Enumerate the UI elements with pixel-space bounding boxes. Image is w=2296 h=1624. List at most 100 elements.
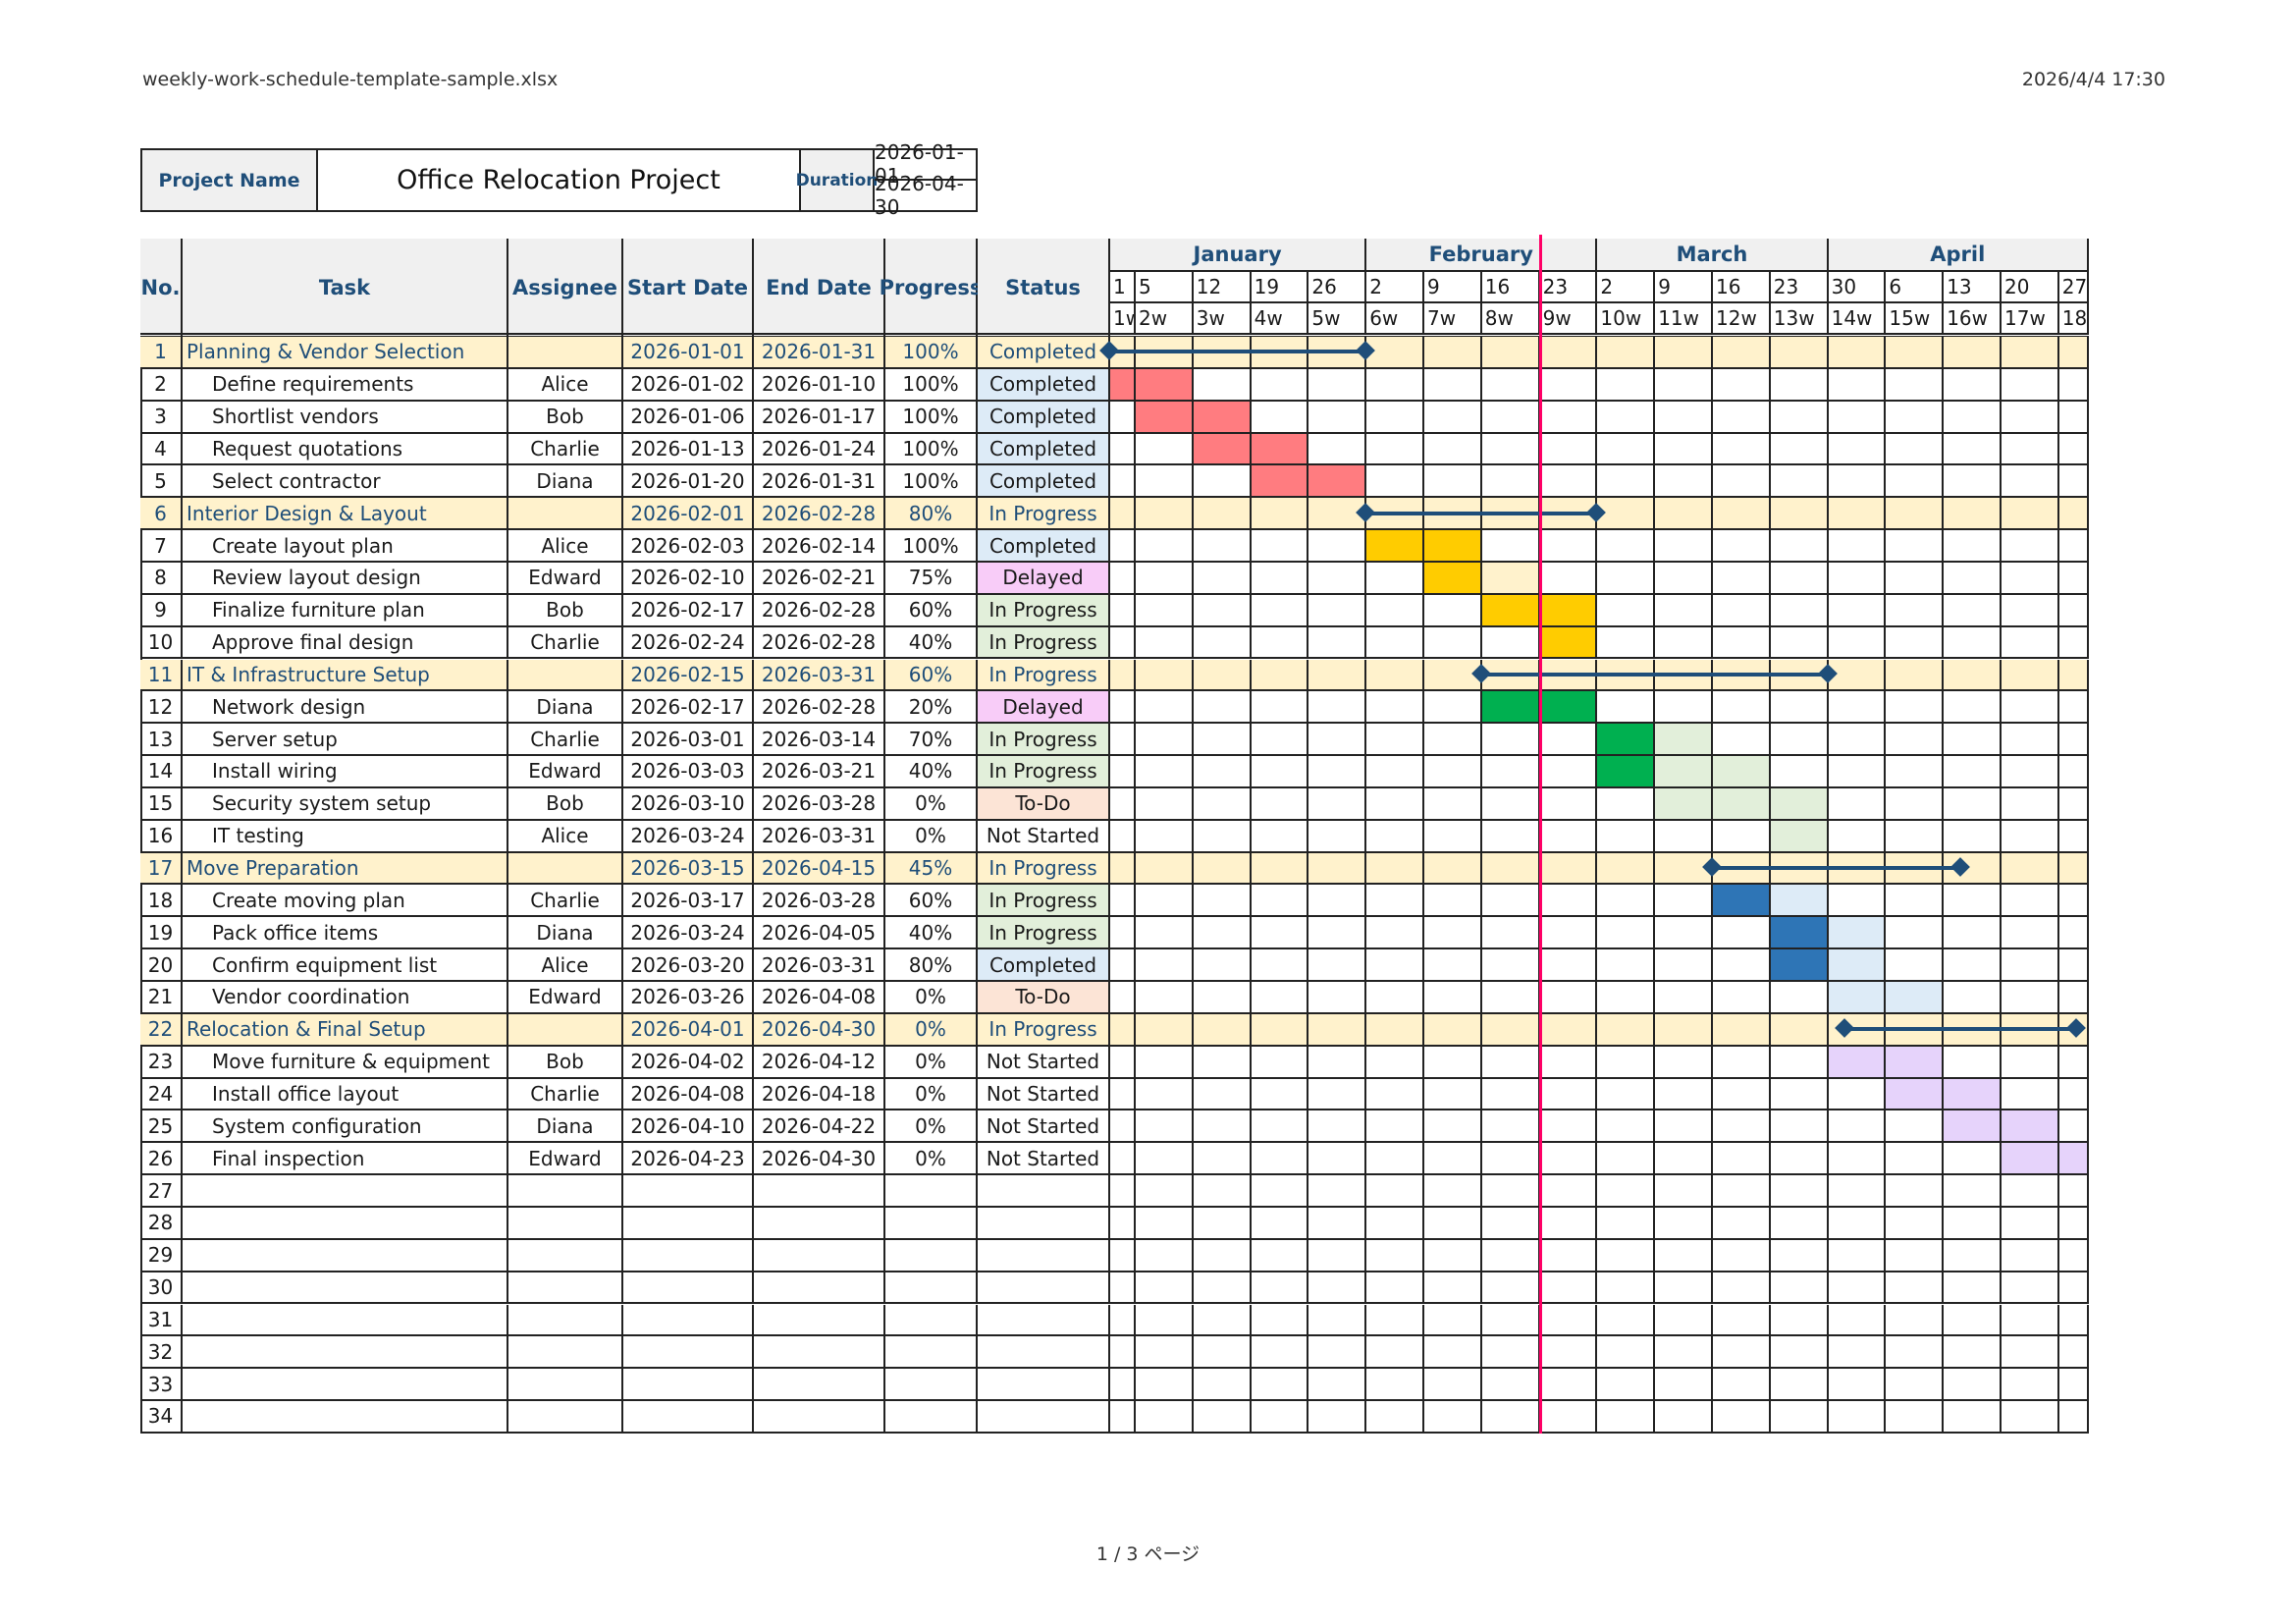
gantt-cell[interactable] — [2059, 1046, 2089, 1077]
cell-end[interactable]: 2026-04-22 — [754, 1110, 885, 1142]
gantt-cell[interactable] — [1829, 724, 1887, 755]
gantt-cell[interactable] — [1366, 1110, 1424, 1142]
column-header-end[interactable]: End Date — [754, 239, 885, 337]
phase-row[interactable]: 6 Interior Design & Layout 2026-02-01 2026-… — [140, 498, 2089, 531]
gantt-cell[interactable] — [1886, 368, 1945, 400]
gantt-cell[interactable] — [1308, 982, 1367, 1012]
task-row[interactable]: 12 Network design Diana 2026-02-17 2026-02-2… — [140, 691, 2089, 725]
gantt-cell[interactable] — [1110, 724, 1136, 755]
gantt-cell[interactable] — [1110, 1401, 1136, 1432]
gantt-cell[interactable] — [1655, 1336, 1713, 1368]
gantt-cell[interactable] — [1252, 1369, 1309, 1400]
cell-status[interactable] — [978, 1304, 1110, 1335]
gantt-cell[interactable] — [2059, 1304, 2089, 1335]
gantt-cell[interactable] — [1308, 1304, 1367, 1335]
cell-start[interactable] — [623, 1239, 754, 1271]
cell-assignee[interactable]: Alice — [508, 949, 623, 980]
gantt-cell[interactable] — [1771, 1336, 1829, 1368]
gantt-cell[interactable] — [1110, 1207, 1136, 1238]
gantt-cell[interactable] — [1597, 562, 1656, 593]
gantt-bar-cell[interactable] — [1539, 626, 1598, 658]
gantt-cell[interactable] — [1829, 562, 1887, 593]
cell-progress[interactable] — [885, 1175, 978, 1206]
column-header-task[interactable]: Task — [183, 239, 508, 337]
gantt-cell[interactable] — [1110, 982, 1136, 1012]
gantt-cell[interactable] — [1540, 724, 1598, 755]
gantt-cell[interactable] — [1252, 820, 1309, 851]
gantt-cell[interactable] — [1194, 724, 1252, 755]
gantt-cell[interactable] — [1252, 1272, 1309, 1303]
gantt-cell[interactable] — [1424, 1110, 1482, 1142]
gantt-cell[interactable] — [1540, 1239, 1598, 1271]
gantt-cell[interactable] — [1886, 594, 1945, 625]
gantt-cell[interactable] — [1944, 401, 2002, 432]
cell-progress[interactable] — [885, 1336, 978, 1368]
gantt-cell[interactable] — [2002, 949, 2059, 980]
gantt-cell[interactable] — [1194, 982, 1252, 1012]
cell-end[interactable]: 2026-03-31 — [754, 820, 885, 851]
gantt-cell[interactable] — [1366, 1143, 1424, 1174]
gantt-cell[interactable] — [1136, 1239, 1194, 1271]
cell-status[interactable]: In Progress — [978, 594, 1110, 625]
cell-assignee[interactable]: Alice — [508, 530, 623, 561]
gantt-cell[interactable] — [1829, 1239, 1887, 1271]
gantt-cell[interactable] — [1655, 530, 1713, 561]
cell-start[interactable] — [623, 1369, 754, 1400]
cell-end[interactable] — [754, 1239, 885, 1271]
gantt-cell[interactable] — [1771, 401, 1829, 432]
cell-progress[interactable]: 40% — [885, 917, 978, 948]
gantt-cell[interactable] — [2002, 917, 2059, 948]
gantt-cell[interactable] — [2059, 562, 2089, 593]
gantt-cell[interactable] — [1194, 1175, 1252, 1206]
cell-end[interactable]: 2026-04-30 — [754, 1013, 885, 1045]
cell-start[interactable]: 2026-01-20 — [623, 465, 754, 497]
gantt-cell[interactable] — [1194, 1336, 1252, 1368]
gantt-cell[interactable] — [1713, 949, 1771, 980]
gantt-cell[interactable] — [1308, 1175, 1367, 1206]
gantt-cell[interactable] — [1944, 982, 2002, 1012]
task-row[interactable]: 23 Move furniture & equipment Bob 2026-04-0… — [140, 1046, 2089, 1079]
task-row[interactable]: 3 Shortlist vendors Bob 2026-01-06 2026-01-1… — [140, 401, 2089, 434]
cell-task[interactable]: Review layout design — [183, 562, 508, 593]
gantt-cell[interactable] — [1424, 1207, 1482, 1238]
cell-no[interactable]: 21 — [140, 982, 183, 1012]
gantt-cell[interactable] — [1308, 885, 1367, 916]
gantt-cell[interactable] — [1366, 982, 1424, 1012]
cell-task[interactable]: Request quotations — [183, 433, 508, 464]
cell-status[interactable] — [978, 1175, 1110, 1206]
cell-assignee[interactable]: Diana — [508, 465, 623, 497]
gantt-cell[interactable] — [1713, 1401, 1771, 1432]
cell-status[interactable]: Not Started — [978, 1046, 1110, 1077]
gantt-cell[interactable] — [1829, 626, 1887, 658]
gantt-cell[interactable] — [2002, 820, 2059, 851]
cell-start[interactable]: 2026-03-20 — [623, 949, 754, 980]
cell-status[interactable] — [978, 1239, 1110, 1271]
cell-task[interactable] — [183, 1336, 508, 1368]
cell-task[interactable]: Shortlist vendors — [183, 401, 508, 432]
gantt-cell[interactable] — [1424, 1078, 1482, 1110]
gantt-cell[interactable] — [1252, 1110, 1309, 1142]
gantt-cell[interactable] — [1482, 820, 1540, 851]
gantt-cell[interactable] — [1655, 949, 1713, 980]
cell-task[interactable]: Pack office items — [183, 917, 508, 948]
gantt-cell[interactable] — [1597, 917, 1656, 948]
gantt-cell[interactable] — [1136, 1110, 1194, 1142]
gantt-cell[interactable] — [1424, 852, 1482, 884]
gantt-cell[interactable] — [2059, 1175, 2089, 1206]
gantt-cell[interactable] — [1540, 337, 1598, 367]
gantt-cell[interactable] — [1944, 1143, 2002, 1174]
gantt-cell[interactable] — [2059, 626, 2089, 658]
gantt-cell[interactable] — [1597, 691, 1656, 723]
gantt-cell[interactable] — [1252, 368, 1309, 400]
gantt-cell[interactable] — [1597, 368, 1656, 400]
gantt-cell[interactable] — [1829, 401, 1887, 432]
gantt-cell[interactable] — [1944, 1207, 2002, 1238]
cell-status[interactable]: Delayed — [978, 691, 1110, 723]
gantt-cell[interactable] — [1944, 1175, 2002, 1206]
cell-end[interactable]: 2026-04-18 — [754, 1078, 885, 1110]
gantt-cell[interactable] — [1713, 1239, 1771, 1271]
gantt-cell[interactable] — [1194, 368, 1252, 400]
gantt-cell[interactable] — [2002, 530, 2059, 561]
cell-start[interactable]: 2026-02-24 — [623, 626, 754, 658]
cell-end[interactable] — [754, 1336, 885, 1368]
